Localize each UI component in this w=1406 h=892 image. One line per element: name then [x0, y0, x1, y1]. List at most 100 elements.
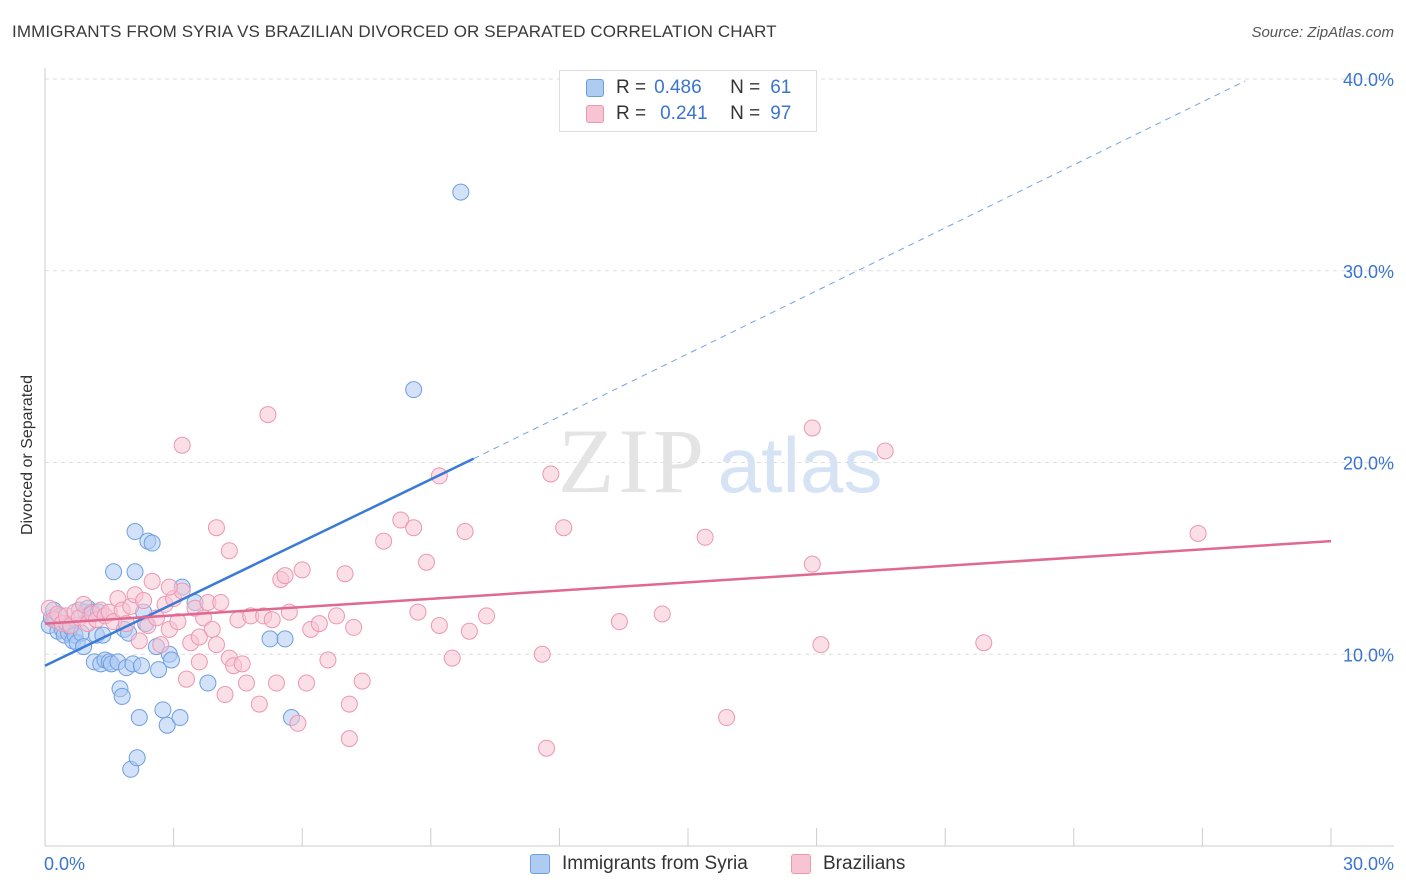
y-tick-label: 40.0%: [1343, 70, 1394, 90]
scatter-point-brazilians: [267, 674, 285, 692]
scatter-point-brazilians: [233, 655, 251, 673]
scatter-point-brazilians: [975, 634, 993, 652]
scatter-point-brazilians: [135, 592, 153, 610]
stats-legend: R = 0.486 N = 61 R = 0.241 N = 97: [559, 70, 817, 132]
watermark: ZIP atlas: [558, 410, 882, 512]
scatter-point-syria: [113, 687, 131, 705]
bottom-legend-label-brazilians: Brazilians: [823, 853, 906, 874]
scatter-point-syria: [130, 709, 148, 727]
scatter-point-brazilians: [718, 709, 736, 727]
watermark-zip: ZIP: [558, 410, 708, 512]
legend-n-value: 61: [770, 77, 792, 98]
legend-row-brazilians: R = 0.241 N = 97: [586, 102, 791, 126]
scatter-point-brazilians: [430, 616, 448, 634]
scatter-point-brazilians: [478, 607, 496, 625]
chart-title: IMMIGRANTS FROM SYRIA VS BRAZILIAN DIVOR…: [12, 22, 777, 41]
scatter-point-syria: [105, 563, 123, 581]
scatter-point-brazilians: [345, 618, 363, 636]
scatter-point-brazilians: [375, 532, 393, 550]
scatter-point-brazilians: [812, 636, 830, 654]
legend-row-syria: R = 0.486 N = 61: [586, 76, 791, 100]
scatter-point-syria: [126, 563, 144, 581]
scatter-point-syria: [150, 661, 168, 679]
legend-swatch-brazilians: [586, 105, 604, 123]
bottom-legend-swatch-syria: [530, 854, 550, 874]
bottom-legend-syria: Immigrants from Syria: [530, 852, 748, 876]
scatter-point-syria: [154, 701, 172, 719]
scatter-point-syria: [128, 749, 146, 767]
source-label: Source: ZipAtlas.com: [1251, 24, 1394, 41]
scatter-point-brazilians: [289, 714, 307, 732]
scatter-point-brazilians: [803, 419, 821, 437]
scatter-point-brazilians: [405, 519, 423, 537]
watermark-atlas: atlas: [718, 421, 883, 509]
scatter-point-brazilians: [392, 511, 410, 529]
scatter-point-brazilians: [130, 632, 148, 650]
legend-n-label: N =: [730, 77, 761, 98]
scatter-point-brazilians: [173, 436, 191, 454]
scatter-point-brazilians: [297, 674, 315, 692]
scatter-point-brazilians: [340, 695, 358, 713]
scatter-point-brazilians: [555, 519, 573, 537]
legend-r-value: 0.241: [660, 103, 708, 124]
scatter-point-brazilians: [207, 519, 225, 537]
scatter-point-brazilians: [177, 670, 195, 688]
scatter-point-brazilians: [220, 542, 238, 560]
scatter-point-syria: [126, 523, 144, 541]
scatter-point-brazilians: [538, 739, 556, 757]
y-tick-label: 10.0%: [1343, 645, 1394, 665]
trend-line-syria: [44, 457, 475, 667]
scatter-point-brazilians: [169, 613, 187, 631]
scatter-point-brazilians: [443, 649, 461, 667]
scatter-point-brazilians: [336, 565, 354, 583]
y-tick-label: 30.0%: [1343, 262, 1394, 282]
bottom-legend-label-syria: Immigrants from Syria: [562, 853, 748, 874]
legend-r-value: 0.486: [654, 77, 702, 98]
scatter-point-brazilians: [1189, 524, 1207, 542]
scatter-point-syria: [132, 657, 150, 675]
scatter-point-syria: [261, 630, 279, 648]
scatter-point-brazilians: [216, 686, 234, 704]
scatter-point-brazilians: [160, 578, 178, 596]
scatter-point-brazilians: [250, 695, 268, 713]
scatter-point-brazilians: [276, 567, 294, 585]
scatter-point-brazilians: [319, 651, 337, 669]
scatter-point-brazilians: [340, 730, 358, 748]
scatter-point-brazilians: [190, 628, 208, 646]
trend-line-brazilians: [44, 539, 1332, 625]
scatter-point-brazilians: [696, 528, 714, 546]
trend-line-syria-extension: [473, 80, 1246, 460]
scatter-point-syria: [162, 651, 180, 669]
scatter-point-brazilians: [327, 607, 345, 625]
scatter-point-brazilians: [803, 555, 821, 573]
scatter-point-syria: [199, 674, 217, 692]
legend-n-label: N =: [730, 103, 761, 124]
tick-labels: 10.0% 20.0% 30.0% 40.0% 0.0% 30.0%: [44, 70, 1394, 874]
scatter-point-syria: [158, 716, 176, 734]
scatter-point-brazilians: [203, 620, 221, 638]
axes: [44, 68, 1394, 847]
legend-r-label: R =: [616, 77, 647, 98]
scatter-point-brazilians: [653, 605, 671, 623]
scatter-point-brazilians: [212, 593, 230, 611]
legend-r-label: R =: [616, 103, 647, 124]
scatter-point-brazilians: [263, 611, 281, 629]
scatter-point-brazilians: [152, 636, 170, 654]
legend-swatch-syria: [586, 79, 604, 97]
scatter-point-brazilians: [259, 406, 277, 424]
scatter-point-brazilians: [237, 674, 255, 692]
scatter-point-brazilians: [876, 442, 894, 460]
data-points: [40, 183, 1207, 778]
bottom-legend-brazilians: Brazilians: [791, 852, 905, 876]
x-tick-label: 30.0%: [1343, 854, 1394, 874]
scatter-point-brazilians: [293, 561, 311, 579]
scatter-point-brazilians: [207, 636, 225, 654]
y-tick-label: 20.0%: [1343, 454, 1394, 474]
scatter-point-brazilians: [460, 622, 478, 640]
scatter-point-brazilians: [533, 645, 551, 663]
scatter-point-syria: [405, 381, 423, 399]
scatter-point-brazilians: [542, 465, 560, 483]
scatter-point-syria: [452, 183, 470, 201]
scatter-point-syria: [276, 630, 294, 648]
scatter-point-brazilians: [418, 553, 436, 571]
